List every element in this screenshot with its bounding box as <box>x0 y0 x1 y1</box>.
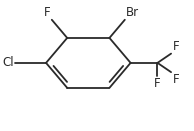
Text: F: F <box>44 6 51 19</box>
Text: Cl: Cl <box>3 56 14 69</box>
Text: F: F <box>173 73 180 86</box>
Text: Br: Br <box>126 6 139 19</box>
Text: F: F <box>173 40 180 53</box>
Text: F: F <box>154 77 161 90</box>
